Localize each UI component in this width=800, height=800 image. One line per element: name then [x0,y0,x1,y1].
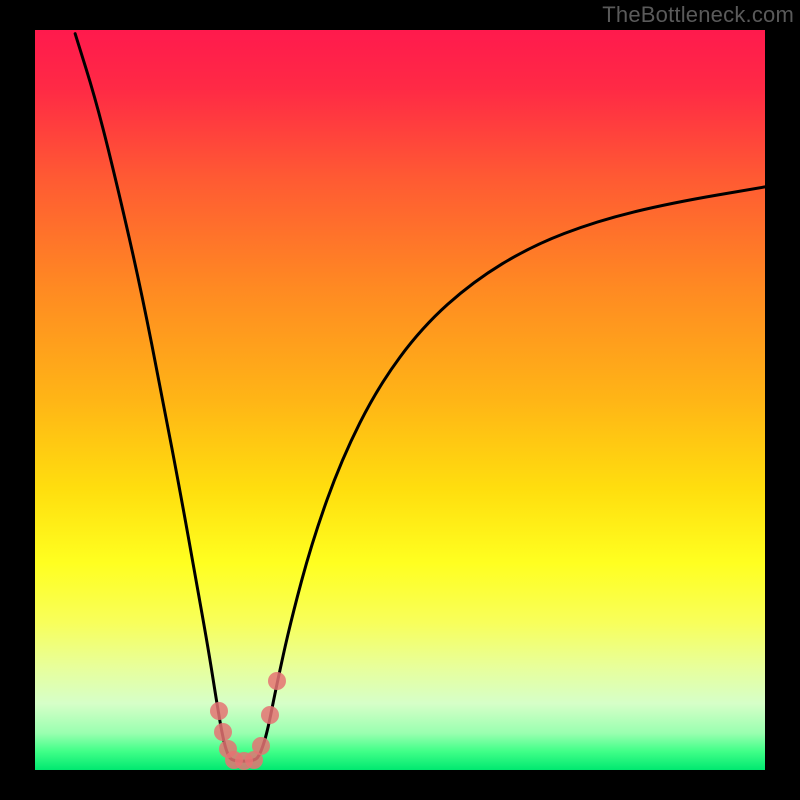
curve-path [75,34,765,761]
frame: TheBottleneck.com [0,0,800,800]
marker-point [252,737,270,755]
marker-point [214,723,232,741]
bottleneck-curve [35,30,765,770]
marker-point [261,706,279,724]
marker-point [210,702,228,720]
watermark-text: TheBottleneck.com [602,2,794,28]
plot-area [35,30,765,770]
marker-point [268,672,286,690]
